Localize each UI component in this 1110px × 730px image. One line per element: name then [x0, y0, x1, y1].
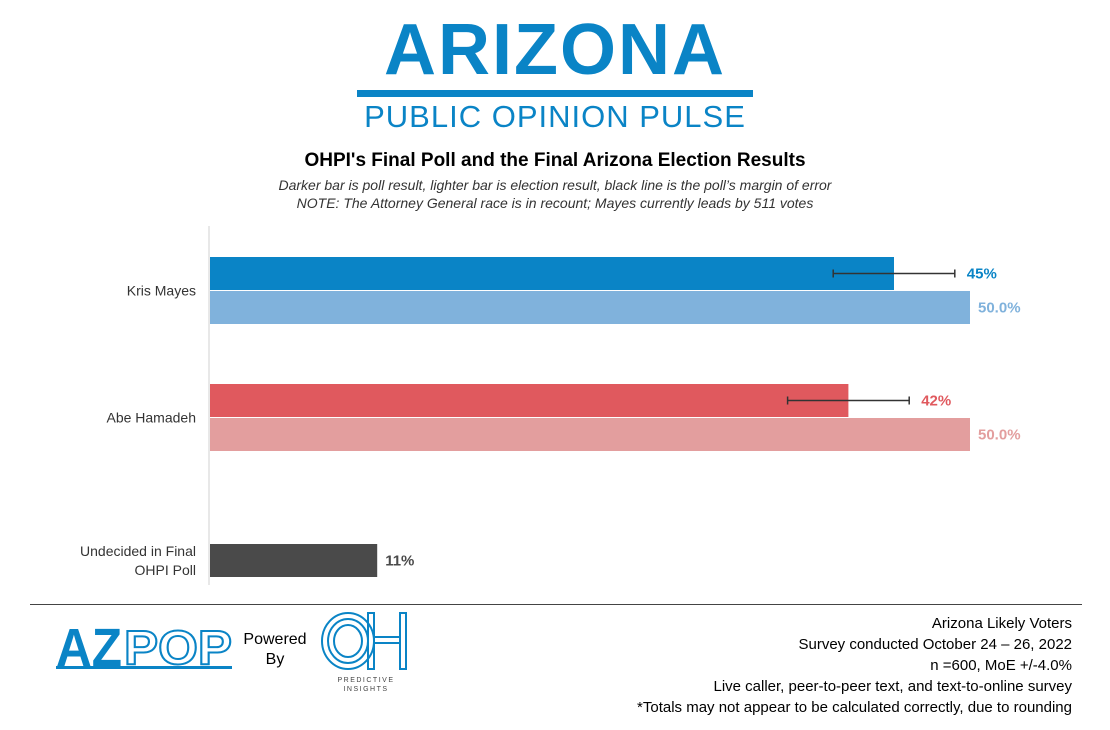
data-label: 45%: [967, 266, 997, 283]
powered-by-text: Powered By: [243, 631, 307, 668]
category-label: Abe Hamadeh: [106, 410, 196, 426]
azpop-logo: AZ POP: [56, 620, 233, 670]
oh-caption-1: PREDICTIVE: [337, 677, 395, 684]
chart-title: OHPI's Final Poll and the Final Arizona …: [304, 150, 806, 171]
bar-poll: [210, 384, 849, 417]
footer-line: Survey conducted October 24 – 26, 2022: [798, 636, 1072, 653]
chart-subtitle-line-2: NOTE: The Attorney General race is in re…: [296, 195, 814, 211]
bar-chart: Kris Mayes 45% 50.0% Abe Hamadeh 42% 50.0% Und…: [80, 226, 1021, 585]
data-label: 50.0%: [978, 300, 1021, 317]
arizona-logo: ARIZONA PUBLIC OPINION PULSE: [0, 14, 1110, 135]
category-label: Kris Mayes: [127, 283, 196, 299]
data-label: 11%: [385, 553, 414, 570]
footer-line: *Totals may not appear to be calculated …: [637, 699, 1072, 716]
category-label: Undecided in Final OHPI Poll: [80, 543, 196, 578]
footer-line: Arizona Likely Voters: [931, 615, 1072, 632]
oh-mark-icon: [321, 612, 407, 670]
oh-caption-2: INSIGHTS: [343, 686, 389, 693]
footer-line: n =600, MoE +/-4.0%: [930, 657, 1072, 674]
footer-divider: [30, 604, 1082, 605]
data-label: 42%: [921, 393, 951, 410]
survey-details: Arizona Likely Voters Survey conducted O…: [637, 613, 1072, 718]
oh-predictive-insights-logo: PREDICTIVE INSIGHTS: [320, 610, 412, 694]
bar-election: [210, 291, 970, 324]
bar-election: [210, 418, 970, 451]
logo-underline: [357, 90, 753, 97]
chart-subtitle-line-1: Darker bar is poll result, lighter bar i…: [278, 177, 832, 193]
logo-subtitle: PUBLIC OPINION PULSE: [364, 99, 746, 134]
bar-poll: [210, 257, 894, 290]
svg-text:AZ: AZ: [56, 620, 122, 670]
data-label: 50.0%: [978, 427, 1021, 444]
footer-line: Live caller, peer-to-peer text, and text…: [713, 678, 1072, 695]
logo-title: ARIZONA: [384, 10, 726, 90]
bar-poll: [210, 544, 378, 577]
svg-text:POP: POP: [124, 622, 232, 670]
